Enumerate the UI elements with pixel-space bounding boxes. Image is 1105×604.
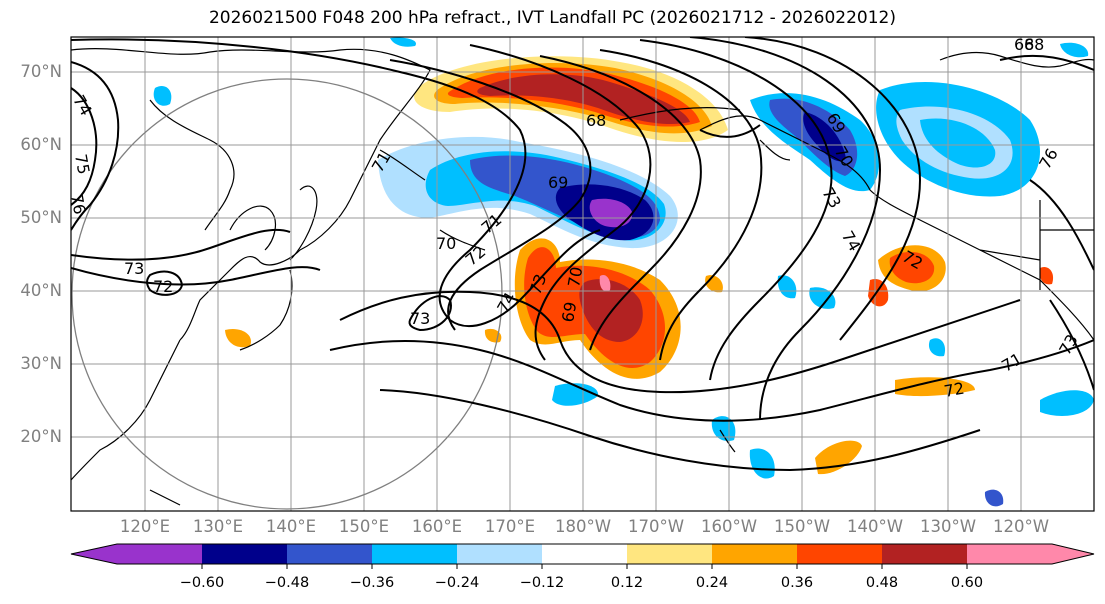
lon-label: 120°E <box>119 517 171 536</box>
contour-label: 72 <box>943 379 966 401</box>
colorbar <box>70 543 1095 569</box>
coastlines <box>71 48 1094 506</box>
reference-circle <box>71 78 503 510</box>
colorbar-tick-label: −0.12 <box>519 575 565 591</box>
contour-label: 68 <box>586 111 606 130</box>
colorbar-tick-label: 0.36 <box>780 575 814 591</box>
lon-label: 140°E <box>265 517 317 536</box>
colorbar-segment <box>117 544 202 564</box>
colorbar-tick-label: 0.24 <box>695 575 729 591</box>
lat-label-30n: 30°N <box>20 354 62 373</box>
lon-label: 130°E <box>192 517 244 536</box>
colorbar-tick-label: 0.48 <box>865 575 899 591</box>
colorbar-segment <box>882 544 967 564</box>
lon-label: 160°W <box>700 517 758 536</box>
colorbar-segment <box>457 544 542 564</box>
contour-label: 70 <box>564 265 586 288</box>
colorbar-segment <box>287 544 372 564</box>
colorbar-tick-label: 0.12 <box>610 575 644 591</box>
contour-label: 73 <box>124 259 144 278</box>
colorbar-segment <box>202 544 287 564</box>
contour-label: 76 <box>67 193 89 216</box>
map-title: 2026021500 F048 200 hPa refract., IVT La… <box>208 8 896 28</box>
colorbar-segment <box>627 544 712 564</box>
contour-label: 72 <box>153 277 173 296</box>
colorbar-tick-label: −0.36 <box>349 575 395 591</box>
lon-label: 170°W <box>627 517 685 536</box>
colorbar-segment <box>967 544 1052 564</box>
colorbar-segment <box>372 544 457 564</box>
colorbar-extend-left <box>71 544 117 564</box>
colorbar-segment <box>542 544 627 564</box>
contour-label: 75 <box>71 153 93 176</box>
contour-label: 70 <box>436 234 456 253</box>
map-area: 74 75 76 73 72 71 70 69 68 68 69 70 71 7… <box>67 35 1094 511</box>
colorbar-segment <box>797 544 882 564</box>
contour-label: 69 <box>558 300 580 323</box>
lat-label-60n: 60°N <box>20 135 62 154</box>
colorbar-extend-right <box>1052 544 1094 564</box>
contour-label: 69 <box>548 173 568 192</box>
lon-label: 180°W <box>554 517 612 536</box>
contour-label: 68 <box>1014 35 1034 54</box>
colorbar-tick-label: −0.48 <box>264 575 310 591</box>
contours <box>71 37 1094 472</box>
lon-label: 150°E <box>338 517 390 536</box>
colorbar-segment <box>712 544 797 564</box>
colorbar-tick-label: 0.60 <box>950 575 984 591</box>
lon-label: 170°E <box>484 517 536 536</box>
lon-label: 130°W <box>919 517 977 536</box>
lat-label-70n: 70°N <box>20 62 62 81</box>
lat-label-20n: 20°N <box>20 427 62 446</box>
colorbar-tick-label: −0.24 <box>434 575 480 591</box>
gridlines <box>71 37 1094 511</box>
lat-label-40n: 40°N <box>20 281 62 300</box>
lon-label: 150°W <box>773 517 831 536</box>
map-frame <box>70 36 1095 512</box>
colorbar-outline <box>70 543 1095 565</box>
contour-label: 68 <box>1024 35 1044 54</box>
lon-label: 160°E <box>411 517 463 536</box>
lat-label-50n: 50°N <box>20 208 62 227</box>
contour-label: 73 <box>410 309 430 328</box>
lon-label: 140°W <box>846 517 904 536</box>
lon-label: 120°W <box>992 517 1050 536</box>
colorbar-tick-label: −0.60 <box>179 575 225 591</box>
